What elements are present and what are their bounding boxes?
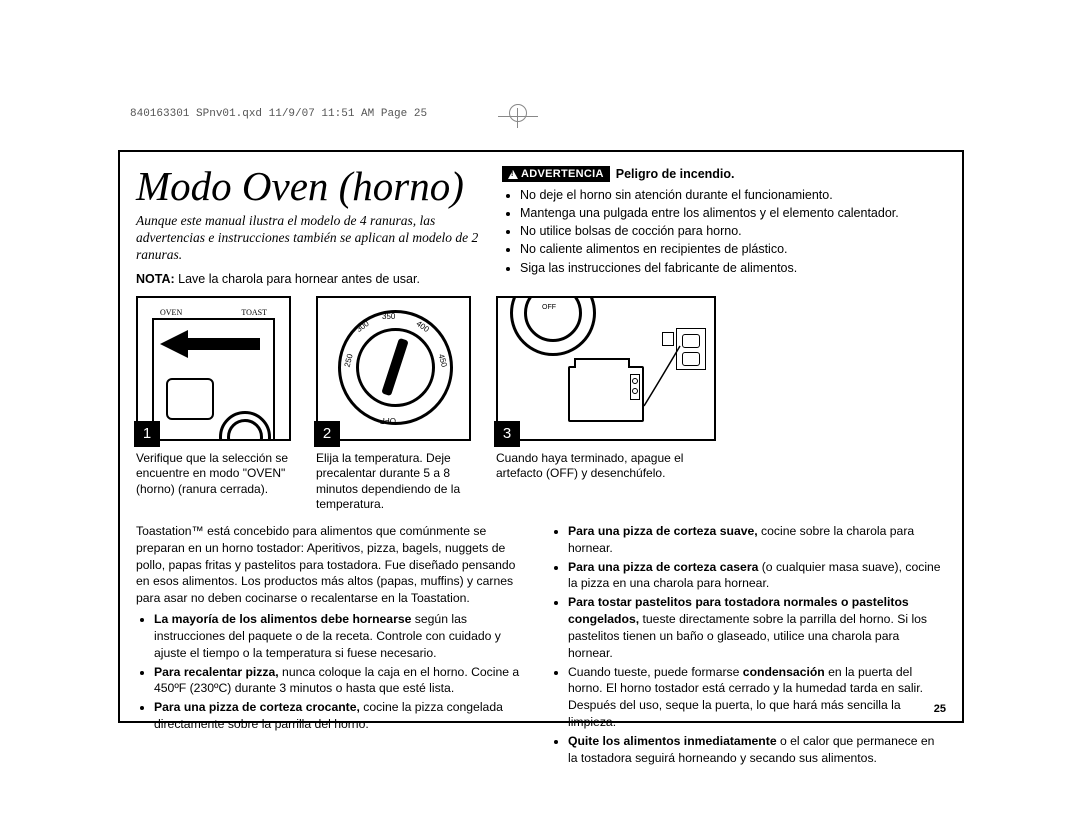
list-item: Para tostar pastelitos para tostadora no…	[568, 594, 946, 661]
warning-item: No utilice bolsas de cocción para horno.	[520, 222, 946, 240]
warning-item: No caliente alimentos en recipientes de …	[520, 240, 946, 258]
warning-badge: ADVERTENCIA	[502, 166, 610, 182]
page-title: Modo Oven (horno)	[136, 166, 488, 207]
list-item: Para recalentar pizza, nunca coloque la …	[154, 664, 532, 698]
page-header-info: 840163301 SPnv01.qxd 11/9/07 11:51 AM Pa…	[130, 108, 427, 120]
step-3-illustration: OFF	[496, 296, 716, 441]
steps-row: OVEN TOAST 1 Verifique que la selección …	[136, 296, 946, 513]
intro-paragraph: Toastation™ está concebido para alimento…	[136, 523, 532, 607]
step-2: 350 300 400 250 450 OFF 2 Elija la tempe…	[316, 296, 476, 513]
body-columns: Toastation™ está concebido para alimento…	[136, 523, 946, 769]
body-right-col: Para una pizza de corteza suave, cocine …	[550, 523, 946, 769]
left-bullet-list: La mayoría de los alimentos debe hornear…	[148, 611, 532, 733]
step-3-number: 3	[494, 421, 520, 447]
step-1-caption: Verifique que la selección se encuentre …	[136, 451, 296, 498]
list-item: Para una pizza de corteza casera (o cual…	[568, 559, 946, 593]
main-content-frame: Modo Oven (horno) Aunque este manual ilu…	[118, 150, 964, 723]
step-2-illustration: 350 300 400 250 450 OFF	[316, 296, 471, 441]
step-3: OFF 3 Cuando haya terminado, apague el a…	[496, 296, 716, 513]
body-left-col: Toastation™ está concebido para alimento…	[136, 523, 532, 769]
right-bullet-list: Para una pizza de corteza suave, cocine …	[562, 523, 946, 767]
warning-item: Mantenga una pulgada entre los alimentos…	[520, 204, 946, 222]
toast-label: TOAST	[241, 308, 267, 317]
warning-badge-text: ADVERTENCIA	[521, 168, 604, 180]
warning-list: No deje el horno sin atención durante el…	[514, 186, 946, 277]
list-item: La mayoría de los alimentos debe hornear…	[154, 611, 532, 661]
nota-line: NOTA: Lave la charola para hornear antes…	[136, 272, 488, 286]
list-item: Cuando tueste, puede formarse condensaci…	[568, 664, 946, 731]
subtitle: Aunque este manual ilustra el modelo de …	[136, 213, 488, 264]
step-1-illustration: OVEN TOAST	[136, 296, 291, 441]
oven-label: OVEN	[160, 308, 182, 317]
warning-triangle-icon	[508, 170, 518, 179]
warning-item: Siga las instrucciones del fabricante de…	[520, 259, 946, 277]
list-item: Para una pizza de corteza suave, cocine …	[568, 523, 946, 557]
nota-label: NOTA:	[136, 272, 175, 286]
peligro-heading: Peligro de incendio.	[616, 167, 735, 181]
list-item: Quite los alimentos inmediatamente o el …	[568, 733, 946, 767]
step-2-caption: Elija la temperatura. Deje precalentar d…	[316, 451, 476, 513]
step-2-number: 2	[314, 421, 340, 447]
warning-header: ADVERTENCIA Peligro de incendio.	[502, 166, 946, 182]
step-1-number: 1	[134, 421, 160, 447]
step-1: OVEN TOAST 1 Verifique que la selección …	[136, 296, 296, 513]
crop-circle	[509, 104, 527, 122]
step-3-caption: Cuando haya terminado, apague el artefac…	[496, 451, 716, 482]
page-number: 25	[934, 703, 946, 715]
list-item: Para una pizza de corteza crocante, coci…	[154, 699, 532, 733]
warning-item: No deje el horno sin atención durante el…	[520, 186, 946, 204]
nota-text: Lave la charola para hornear antes de us…	[175, 272, 420, 286]
